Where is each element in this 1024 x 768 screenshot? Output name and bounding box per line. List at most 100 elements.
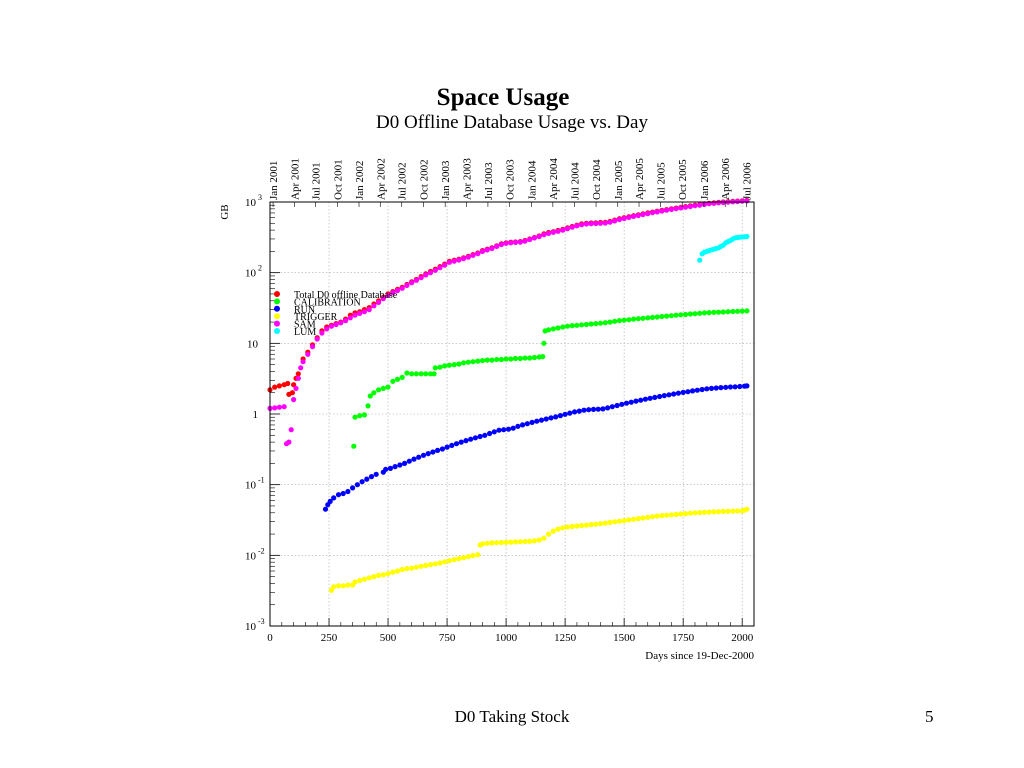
top-axis-date-label: Apr 2004 (548, 158, 560, 200)
data-point (350, 485, 356, 491)
data-point (371, 390, 377, 396)
data-point (305, 351, 311, 357)
data-point (512, 239, 519, 245)
data-point (451, 258, 457, 264)
data-point (673, 206, 679, 212)
data-point (649, 210, 656, 216)
data-point (475, 251, 481, 257)
data-point (494, 540, 500, 546)
data-point (718, 385, 724, 391)
data-point (555, 526, 561, 532)
data-point (661, 393, 667, 399)
data-point (475, 552, 481, 558)
data-point (642, 396, 649, 402)
data-point (522, 538, 528, 545)
data-point (470, 553, 476, 559)
data-point (380, 572, 386, 578)
data-point (522, 238, 528, 244)
data-point (737, 383, 743, 390)
y-tick-label: 10 (245, 621, 257, 633)
data-point (564, 323, 571, 329)
data-point (503, 240, 509, 246)
y-tick-label: 10 (245, 550, 257, 562)
data-point (361, 412, 367, 418)
data-point (491, 429, 497, 435)
data-point (697, 257, 703, 263)
data-point (527, 236, 533, 243)
x-tick-label: 1250 (554, 632, 577, 644)
data-point (593, 521, 599, 527)
top-axis-date-label: Oct 2001 (332, 159, 344, 200)
data-point (437, 364, 443, 370)
data-point (657, 393, 663, 400)
legend-label: TRIGGER (294, 312, 338, 323)
data-point (409, 280, 415, 286)
data-point (380, 296, 386, 302)
data-point (687, 510, 693, 516)
data-point (616, 518, 623, 524)
data-point (550, 326, 556, 332)
data-point (468, 436, 474, 442)
data-point (352, 579, 358, 585)
top-axis-date-label: Jan 2005 (613, 160, 625, 200)
data-point (406, 458, 412, 464)
data-point (645, 211, 651, 217)
data-point (343, 318, 349, 324)
data-point (442, 363, 448, 369)
data-point (298, 365, 304, 371)
data-point (365, 403, 371, 409)
data-point (697, 202, 703, 208)
data-point (652, 394, 658, 400)
data-point (720, 309, 726, 315)
data-point (413, 277, 419, 283)
data-point (586, 407, 592, 413)
data-point (423, 371, 429, 377)
data-point (621, 215, 627, 222)
data-point (645, 315, 651, 321)
data-point (560, 227, 566, 233)
data-point (546, 531, 552, 537)
data-point (583, 522, 590, 528)
data-point (647, 395, 653, 401)
data-point (664, 512, 670, 518)
top-axis-date-label: Oct 2004 (591, 159, 603, 200)
top-axis-date-label: Jul 2003 (483, 162, 495, 200)
data-point (692, 510, 698, 516)
data-point (385, 292, 391, 298)
data-point (446, 558, 452, 564)
x-tick-label: 750 (439, 632, 456, 644)
top-axis-date-label: Jan 2001 (268, 161, 280, 200)
data-point (475, 358, 481, 364)
data-point (739, 308, 745, 314)
data-point (527, 538, 533, 544)
data-point (335, 492, 342, 498)
data-point (631, 316, 637, 322)
data-point (678, 205, 684, 211)
data-point (333, 321, 339, 328)
data-point (272, 384, 278, 390)
data-point (456, 556, 462, 562)
data-point (418, 371, 424, 377)
data-point (484, 247, 490, 253)
data-point (366, 307, 372, 313)
data-point (322, 506, 329, 512)
x-tick-label: 500 (380, 632, 397, 644)
data-point (390, 290, 396, 296)
data-point (560, 324, 566, 330)
data-point (444, 444, 450, 450)
data-point (418, 563, 424, 569)
data-point (324, 326, 330, 332)
data-point (607, 519, 613, 526)
data-point (605, 405, 611, 411)
data-point (626, 517, 632, 523)
data-point (489, 540, 495, 546)
data-point (285, 380, 291, 387)
x-tick-label: 0 (267, 632, 273, 644)
data-point (540, 354, 546, 360)
data-point (413, 564, 419, 570)
data-point (536, 537, 542, 543)
legend-label: SAM (294, 320, 316, 331)
data-point (579, 322, 585, 328)
data-point (664, 207, 670, 213)
data-point (512, 539, 519, 545)
